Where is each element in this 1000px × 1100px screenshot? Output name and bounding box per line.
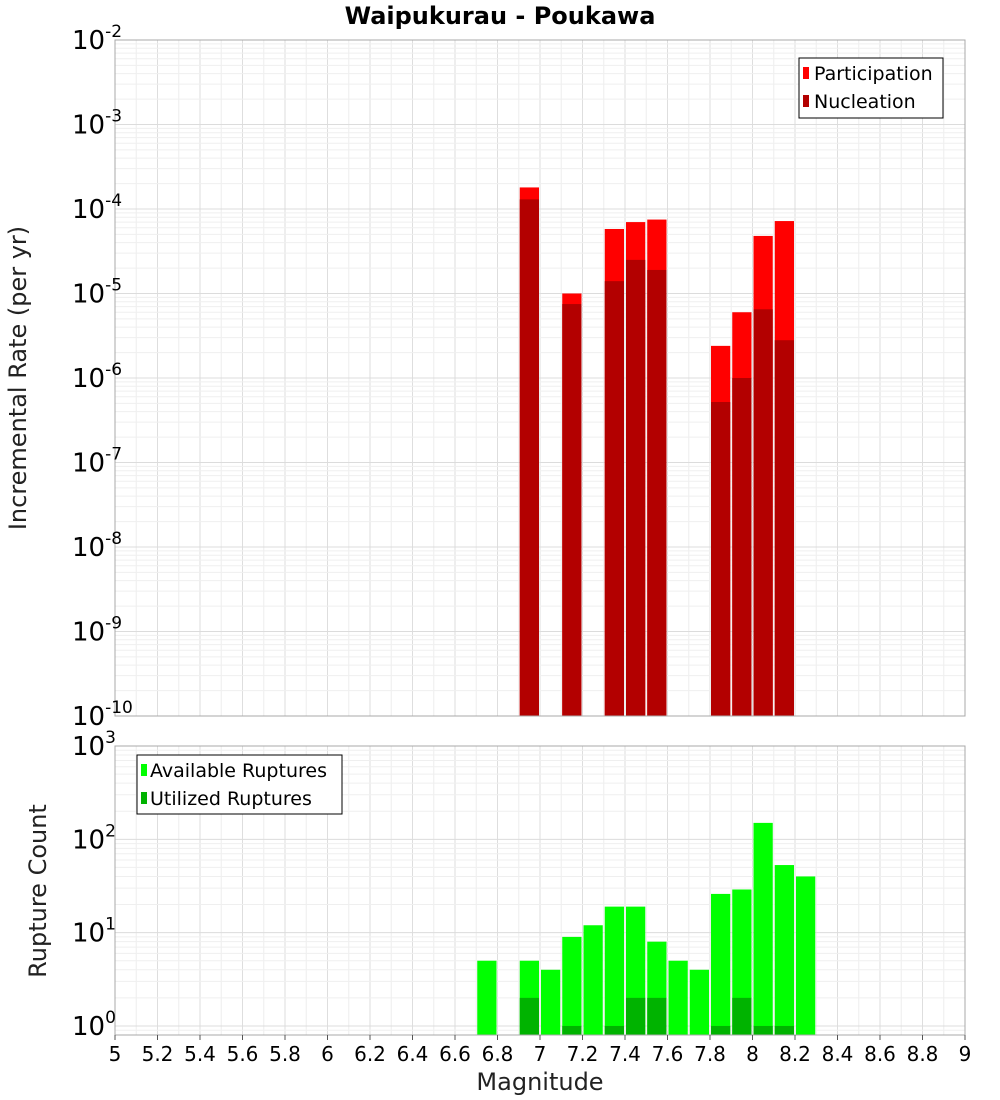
rate-bar-b [647, 269, 667, 716]
rate-y-tick-label: 10-6 [72, 360, 122, 394]
count-y-tick-label: 102 [72, 821, 116, 855]
x-tick-label: 8 [746, 1042, 759, 1066]
x-tick-label: 7.8 [694, 1042, 726, 1066]
available-legend-label: Available Ruptures [150, 760, 327, 782]
rate-y-tick-label: 10-10 [72, 698, 133, 732]
count-bar-b [774, 1025, 794, 1035]
rate-bar-b [519, 199, 539, 717]
count-y-tick-label: 101 [72, 915, 116, 949]
count-bar-b [519, 997, 539, 1035]
participation-legend-label: Participation [814, 63, 933, 85]
participation-legend-swatch [803, 67, 809, 79]
x-tick-label: 7 [534, 1042, 547, 1066]
x-tick-label: 7.4 [609, 1042, 641, 1066]
rate-legend: Participation Nucleation [798, 57, 944, 119]
count-legend: Available Ruptures Utilized Ruptures [136, 754, 343, 815]
count-bar-a [711, 893, 731, 1035]
count-bar-a [604, 906, 624, 1035]
rate-y-tick-label: 10-5 [72, 276, 122, 310]
nucleation-legend-label: Nucleation [814, 91, 916, 113]
x-tick-label: 8.8 [907, 1042, 939, 1066]
count-bar-b [647, 997, 667, 1035]
count-plot-x-ticks: 5 5.2 5.4 5.6 5.8 6 6.2 6.4 6.6 6.8 7 7.2 7.4 7.6 7.8 8… [109, 1035, 972, 1066]
rate-y-tick-label: 10-9 [72, 614, 122, 648]
rate-bar-b [774, 340, 794, 716]
count-bar-a [689, 969, 709, 1035]
x-tick-label: 5 [109, 1042, 122, 1066]
nucleation-legend-swatch [803, 95, 809, 107]
rate-bar-b [604, 281, 624, 716]
rate-bar-b [562, 304, 582, 716]
rate-y-axis-label: Incremental Rate (per yr) [4, 226, 32, 530]
count-bar-a [796, 876, 816, 1035]
rate-legend-box [798, 57, 944, 119]
x-tick-label: 9 [959, 1042, 972, 1066]
available-legend-swatch [141, 764, 147, 776]
rate-bar-b [732, 378, 752, 716]
x-tick-label: 7.6 [652, 1042, 684, 1066]
count-plot-bars [477, 822, 816, 1035]
chart-title: Waipukurau - Poukawa [345, 2, 656, 30]
x-tick-label: 6 [321, 1042, 334, 1066]
count-y-axis-label: Rupture Count [24, 804, 52, 978]
count-bar-b [562, 1025, 582, 1035]
x-tick-label: 6.4 [397, 1042, 429, 1066]
count-bar-b [626, 997, 646, 1035]
rate-y-tick-label: 10-7 [72, 445, 122, 479]
x-tick-label: 5.6 [227, 1042, 259, 1066]
count-bar-b [732, 997, 752, 1035]
rate-bar-b [626, 259, 646, 716]
rate-bar-b [711, 401, 731, 716]
x-axis-label: Magnitude [476, 1068, 603, 1096]
rate-y-tick-label: 10-8 [72, 529, 122, 563]
x-tick-label: 6.2 [354, 1042, 386, 1066]
utilized-legend-label: Utilized Ruptures [150, 788, 312, 810]
count-bar-a [774, 865, 794, 1035]
count-plot-y-ticks: 100 101 102 103 [72, 728, 116, 1042]
x-tick-label: 6.8 [482, 1042, 514, 1066]
rate-plot-y-ticks: 10-10 10-9 10-8 10-7 10-6 10-5 10-4 10-3 10-2 [72, 22, 133, 732]
count-bar-a [477, 960, 497, 1035]
rate-plot: 10-10 10-9 10-8 10-7 10-6 10-5 10-4 10-3 10-2 In… [4, 22, 966, 732]
x-tick-label: 7.2 [567, 1042, 599, 1066]
count-bar-a [562, 936, 582, 1035]
count-bar-a [753, 822, 773, 1035]
count-legend-box [136, 754, 343, 815]
count-y-tick-label: 100 [72, 1008, 116, 1042]
rate-bar-b [753, 309, 773, 716]
utilized-legend-swatch [141, 792, 147, 804]
count-plot-grid [114, 745, 966, 1036]
x-tick-label: 5.8 [269, 1042, 301, 1066]
x-tick-label: 8.4 [822, 1042, 854, 1066]
count-bar-a [668, 960, 688, 1035]
x-tick-label: 8.6 [864, 1042, 896, 1066]
x-tick-label: 8.2 [779, 1042, 811, 1066]
count-y-tick-label: 103 [72, 728, 116, 762]
rate-plot-bars [519, 187, 794, 717]
rate-y-tick-label: 10-2 [72, 22, 122, 56]
rate-plot-grid [114, 39, 966, 717]
rate-plot-frame [114, 39, 966, 717]
count-bar-b [711, 1025, 731, 1035]
count-bar-a [541, 969, 561, 1035]
rate-y-tick-label: 10-3 [72, 107, 122, 141]
rupture-count-plot: 100 101 102 103 5 5.2 5.4 5.6 5.8 6 6.2 6.4 6.6 6.8 7… [24, 728, 971, 1096]
count-bar-a [583, 925, 603, 1035]
count-bar-b [604, 1025, 624, 1035]
x-tick-label: 5.2 [142, 1042, 174, 1066]
rate-y-tick-label: 10-4 [72, 191, 122, 225]
x-tick-label: 5.4 [184, 1042, 216, 1066]
x-tick-label: 6.6 [439, 1042, 471, 1066]
count-bar-b [753, 1025, 773, 1035]
